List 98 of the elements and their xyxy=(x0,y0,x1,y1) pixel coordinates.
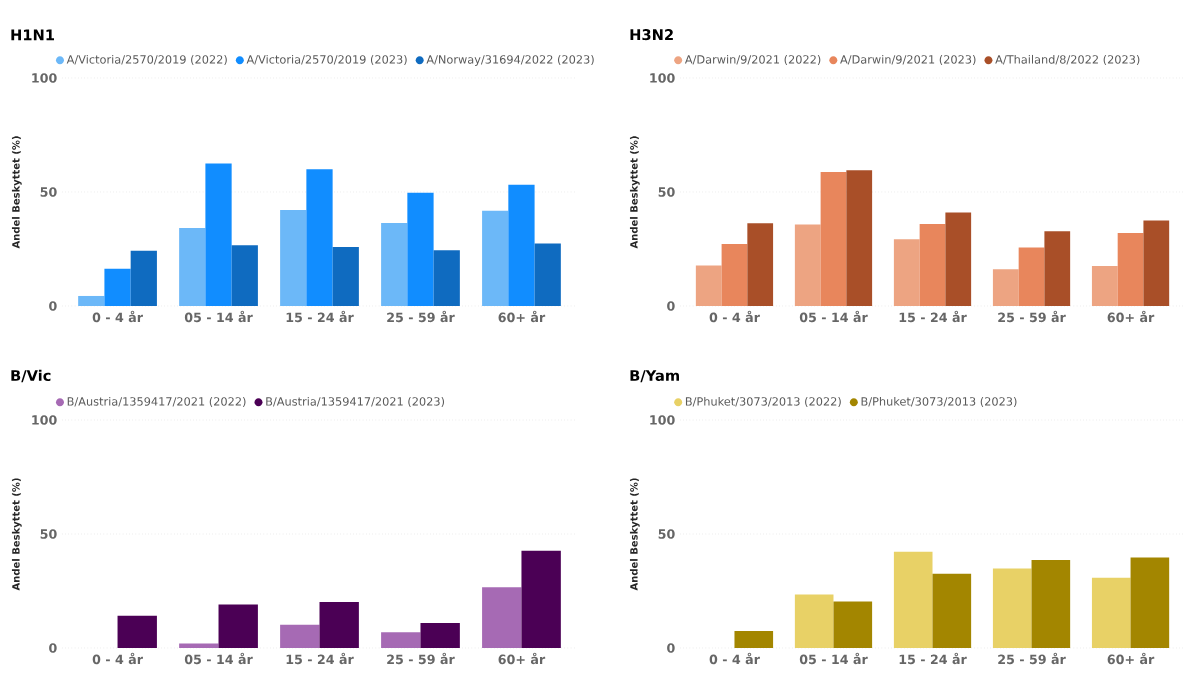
bar xyxy=(1117,233,1144,306)
bar xyxy=(919,223,946,306)
legend-label: A/Darwin/9/2021 (2023) xyxy=(840,54,976,66)
legend-label: A/Thailand/8/2022 (2023) xyxy=(995,54,1140,66)
legend-label: A/Victoria/2570/2019 (2023) xyxy=(246,54,407,66)
bar xyxy=(420,622,460,648)
bar xyxy=(407,192,434,306)
bar xyxy=(130,250,157,306)
legend-label: B/Phuket/3073/2013 (2022) xyxy=(685,396,841,408)
bar xyxy=(1091,577,1131,648)
x-tick-label: 05 - 14 år xyxy=(799,310,868,323)
x-tick-label: 15 - 24 år xyxy=(899,310,967,323)
bar xyxy=(833,601,873,648)
y-axis-title: Andel Beskyttet (%) xyxy=(629,478,640,591)
legend-label: A/Darwin/9/2021 (2022) xyxy=(684,54,821,66)
bar xyxy=(104,268,131,306)
y-tick-label: 0 xyxy=(667,643,675,653)
y-tick-label: 100 xyxy=(32,73,57,83)
bar xyxy=(205,163,232,306)
bar xyxy=(306,169,333,306)
y-tick-label: 100 xyxy=(650,415,675,425)
chart-title: B/Vic xyxy=(11,369,51,383)
bar xyxy=(734,630,774,648)
x-tick-label: 05 - 14 år xyxy=(184,652,253,665)
x-tick-label: 25 - 59 år xyxy=(998,652,1066,665)
bar xyxy=(280,624,320,648)
legend-label: B/Austria/1359417/2021 (2023) xyxy=(266,396,445,408)
bar xyxy=(893,239,920,306)
bar xyxy=(945,212,972,306)
bar xyxy=(332,246,359,306)
bar xyxy=(179,228,206,306)
legend-label: B/Phuket/3073/2013 (2023) xyxy=(861,396,1017,408)
bar xyxy=(846,170,873,306)
bar xyxy=(381,223,408,306)
x-tick-label: 60+ år xyxy=(1107,652,1155,665)
y-axis-title: Andel Beskyttet (%) xyxy=(11,478,22,591)
x-tick-label: 15 - 24 år xyxy=(286,310,354,323)
bar xyxy=(280,210,307,306)
y-tick-label: 100 xyxy=(650,73,675,83)
bar xyxy=(1018,247,1045,306)
x-tick-label: 60+ år xyxy=(498,310,546,323)
y-tick-label: 100 xyxy=(32,415,57,425)
y-tick-label: 50 xyxy=(40,529,57,539)
legend-label: A/Norway/31694/2022 (2023) xyxy=(426,54,594,66)
bar xyxy=(721,243,748,306)
x-tick-label: 60+ år xyxy=(498,652,546,665)
x-tick-label: 15 - 24 år xyxy=(286,652,354,665)
bar xyxy=(117,615,157,648)
x-tick-label: 15 - 24 år xyxy=(899,652,967,665)
bar xyxy=(521,550,561,648)
bar xyxy=(218,604,258,648)
chart-title: H1N1 xyxy=(11,29,54,41)
bar xyxy=(992,568,1032,648)
x-tick-label: 0 - 4 år xyxy=(92,310,143,323)
chart-title: B/Yam xyxy=(630,370,679,383)
bar xyxy=(794,594,834,648)
y-tick-label: 0 xyxy=(49,301,57,311)
legend-label: B/Austria/1359417/2021 (2022) xyxy=(67,396,246,408)
bar xyxy=(78,295,105,306)
bar xyxy=(482,587,522,648)
x-tick-label: 25 - 59 år xyxy=(998,310,1066,323)
bar xyxy=(482,210,509,306)
y-tick-label: 0 xyxy=(49,643,57,653)
y-tick-label: 0 xyxy=(667,301,675,311)
bar xyxy=(231,245,258,306)
x-tick-label: 25 - 59 år xyxy=(387,310,455,323)
bar xyxy=(1091,266,1118,306)
x-tick-label: 0 - 4 år xyxy=(92,652,143,665)
y-tick-label: 50 xyxy=(40,187,57,197)
bar xyxy=(992,269,1019,306)
bar xyxy=(893,551,933,648)
bar xyxy=(1031,559,1071,648)
bar xyxy=(381,632,421,648)
bar xyxy=(1143,220,1170,306)
bar xyxy=(319,601,359,648)
bar xyxy=(794,224,821,306)
bar xyxy=(747,223,774,306)
x-tick-label: 05 - 14 år xyxy=(184,310,253,323)
y-tick-label: 50 xyxy=(658,529,675,539)
x-tick-label: 05 - 14 år xyxy=(799,652,868,665)
bar xyxy=(508,184,535,306)
x-tick-label: 0 - 4 år xyxy=(709,310,760,323)
bar xyxy=(820,171,847,306)
bar xyxy=(534,243,561,306)
y-axis-title: Andel Beskyttet (%) xyxy=(629,136,640,249)
bar xyxy=(1044,231,1071,306)
bar xyxy=(1130,557,1170,648)
legend-label: A/Victoria/2570/2019 (2022) xyxy=(66,54,227,66)
bar xyxy=(433,250,460,306)
x-tick-label: 0 - 4 år xyxy=(709,652,760,665)
chart-title: H3N2 xyxy=(630,29,673,41)
y-axis-title: Andel Beskyttet (%) xyxy=(11,136,22,249)
x-tick-label: 25 - 59 år xyxy=(387,652,455,665)
bar xyxy=(695,265,722,306)
bar xyxy=(179,643,219,648)
x-tick-label: 60+ år xyxy=(1107,310,1155,323)
y-tick-label: 50 xyxy=(658,187,675,197)
bar xyxy=(932,573,972,648)
